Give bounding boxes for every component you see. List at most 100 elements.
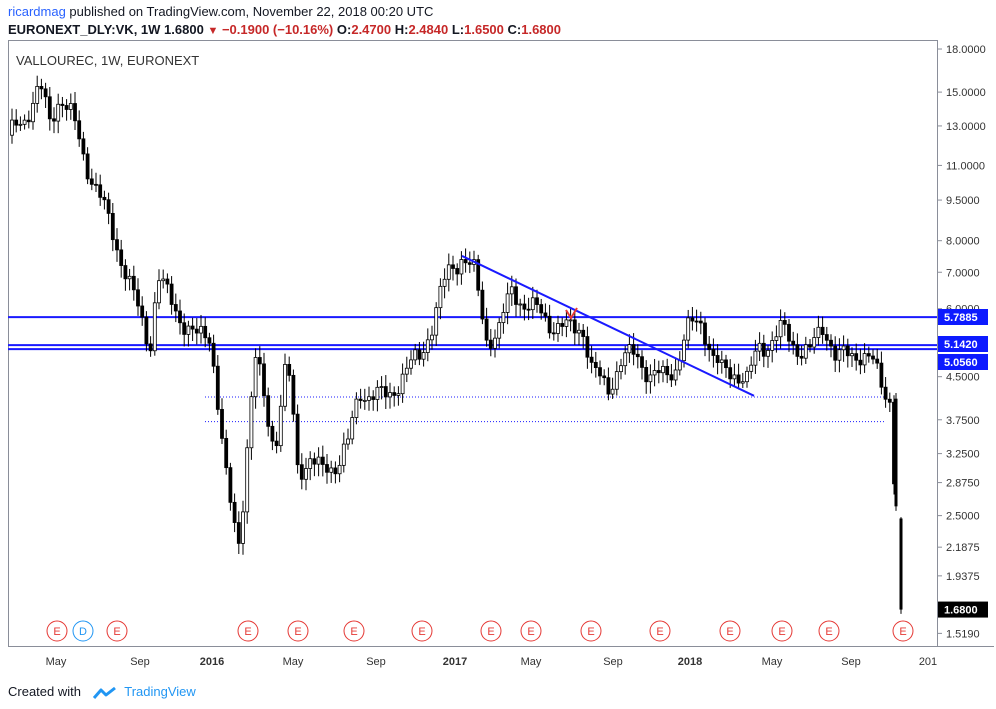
candle-body xyxy=(31,102,35,123)
candle-body xyxy=(862,353,867,366)
symbol-line: EURONEXT_DLY:VK, 1W xyxy=(8,22,161,37)
candle-body xyxy=(715,355,720,363)
candle-body xyxy=(182,322,187,335)
candle-body xyxy=(753,350,758,366)
candle-body xyxy=(745,370,749,383)
candle-body xyxy=(266,395,271,427)
candle-body xyxy=(875,358,880,364)
candle-body xyxy=(501,312,506,324)
candle-body xyxy=(245,447,250,513)
tradingview-logo-icon[interactable] xyxy=(92,686,117,700)
candle-body xyxy=(589,356,594,363)
event-marker-label: E xyxy=(726,626,733,638)
candle-body xyxy=(224,437,229,469)
candle-body xyxy=(169,283,174,305)
candle-body xyxy=(52,118,56,122)
candle-body xyxy=(10,119,14,136)
candle-body xyxy=(799,355,804,359)
candle-body xyxy=(316,456,321,465)
candle-body xyxy=(85,153,90,180)
y-tick-label: 2.1875 xyxy=(946,542,980,554)
candle-body xyxy=(871,355,875,360)
candle-body xyxy=(434,307,439,336)
x-tick-label: Sep xyxy=(366,656,386,668)
x-tick-label: Sep xyxy=(603,656,623,668)
event-marker-label: E xyxy=(656,626,663,638)
dividend-marker xyxy=(72,620,94,642)
candle-body xyxy=(673,369,678,381)
candle-body xyxy=(610,388,615,395)
candle-body xyxy=(719,359,724,363)
candle-body xyxy=(824,334,829,341)
candle-body xyxy=(841,345,846,351)
candle-body xyxy=(274,440,279,447)
candle-body xyxy=(409,359,413,369)
candle-body xyxy=(845,345,850,357)
candle-body xyxy=(766,349,770,357)
last-price-text: 1.6800 xyxy=(944,605,978,617)
candle-body xyxy=(883,386,888,400)
candle-body xyxy=(535,297,539,305)
y-tick-label: 15.0000 xyxy=(946,87,986,99)
candle-body xyxy=(894,398,898,507)
candle-body xyxy=(665,365,670,376)
candle-body xyxy=(367,396,371,401)
candle-body xyxy=(287,363,292,376)
candle-body xyxy=(829,339,833,347)
candle-body xyxy=(89,178,94,185)
candle-body xyxy=(446,264,451,280)
y-tick-label: 1.5190 xyxy=(946,628,980,640)
candle-body xyxy=(60,103,65,106)
candle-body xyxy=(816,326,821,338)
candle-body xyxy=(614,371,619,390)
x-tick-label: May xyxy=(521,656,542,668)
candle-body xyxy=(505,293,510,313)
tradingview-link[interactable]: TradingView xyxy=(124,684,196,699)
candle-body xyxy=(186,325,191,335)
candle-body xyxy=(199,325,203,334)
candle-body xyxy=(627,344,632,354)
event-marker-label: E xyxy=(587,626,594,638)
candle-body xyxy=(203,325,208,339)
x-tick-label: May xyxy=(762,656,783,668)
candle-body xyxy=(812,337,817,348)
low-value: 1.6500 xyxy=(464,22,504,37)
event-marker-label: E xyxy=(487,626,494,638)
event-marker-label: E xyxy=(113,626,120,638)
candle-body xyxy=(703,322,707,345)
candle-body xyxy=(493,337,497,349)
candle-body xyxy=(631,344,636,355)
chart-title: VALLOUREC, 1W, EURONEXT xyxy=(16,53,199,68)
candle-body xyxy=(194,328,199,334)
candle-body xyxy=(606,377,611,395)
candle-body xyxy=(774,336,779,341)
candle-body xyxy=(724,359,728,369)
x-tick-label: 2017 xyxy=(443,656,467,668)
author-link[interactable]: ricardmag xyxy=(8,4,66,19)
candle-body xyxy=(732,374,737,380)
y-tick-label: 2.5000 xyxy=(946,511,980,523)
candle-body xyxy=(551,332,556,335)
candle-body xyxy=(136,289,140,307)
price-label-text: 5.7885 xyxy=(944,312,978,324)
level-lines xyxy=(8,316,937,423)
candle-body xyxy=(232,501,237,523)
event-marker-label: E xyxy=(778,626,785,638)
earnings-marker xyxy=(719,620,741,642)
candle-body xyxy=(581,329,586,337)
x-tick-label: May xyxy=(283,656,304,668)
down-arrow-icon: ▼ xyxy=(207,25,219,37)
candle-body xyxy=(43,88,48,98)
y-tick-label: 7.0000 xyxy=(946,267,980,279)
candle-body xyxy=(388,392,392,398)
candle-body xyxy=(278,405,283,447)
candle-body xyxy=(770,340,775,351)
candle-body xyxy=(35,86,40,104)
y-tick-label: 4.5000 xyxy=(946,372,980,384)
change-value: −0.1900 (−10.16%) xyxy=(221,22,334,37)
candle-body xyxy=(451,264,455,269)
candle-body xyxy=(572,319,577,334)
candle-body xyxy=(283,363,287,407)
candle-body xyxy=(123,265,128,280)
